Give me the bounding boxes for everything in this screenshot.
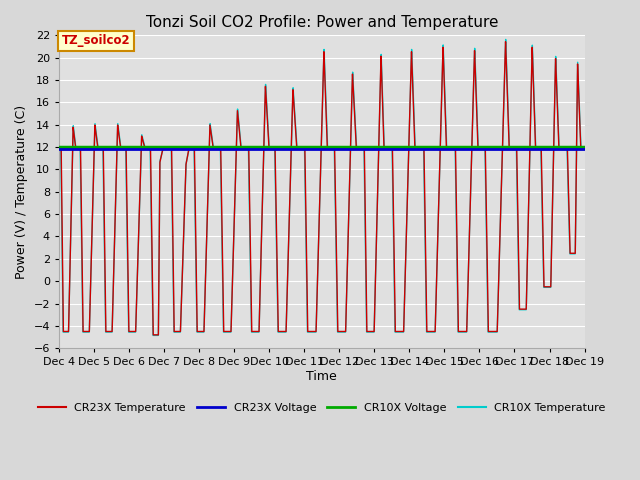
Y-axis label: Power (V) / Temperature (C): Power (V) / Temperature (C) bbox=[15, 105, 28, 279]
Title: Tonzi Soil CO2 Profile: Power and Temperature: Tonzi Soil CO2 Profile: Power and Temper… bbox=[145, 15, 498, 30]
Text: TZ_soilco2: TZ_soilco2 bbox=[62, 34, 131, 47]
X-axis label: Time: Time bbox=[307, 370, 337, 383]
Legend: CR23X Temperature, CR23X Voltage, CR10X Voltage, CR10X Temperature: CR23X Temperature, CR23X Voltage, CR10X … bbox=[33, 399, 611, 418]
